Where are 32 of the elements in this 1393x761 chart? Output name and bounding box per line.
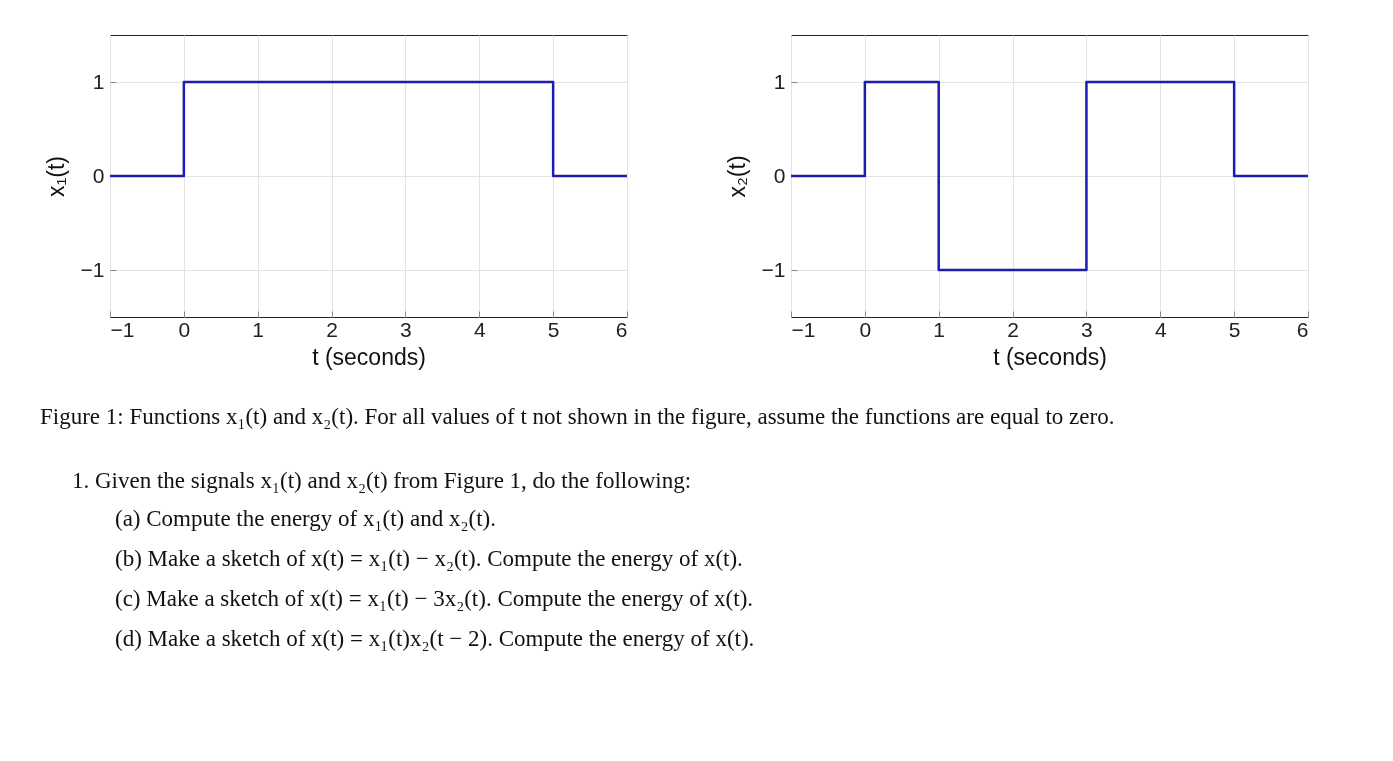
y-tick-label: −1 — [761, 257, 786, 281]
y-axis-title: x₁(t) — [42, 156, 69, 197]
y-tick-label: 0 — [92, 163, 105, 187]
x-tick-label: −1 — [110, 317, 135, 341]
text: (a) Compute the energy of x₁(t) and x₂(t). — [115, 506, 497, 532]
x-tick-label: 4 — [1154, 317, 1167, 341]
x-tick-label: 0 — [859, 317, 872, 341]
x-tick-label: −1 — [791, 317, 816, 341]
x-tick-label: 2 — [1007, 317, 1019, 341]
y-tick-label: 1 — [92, 69, 105, 93]
text: (b) Make a sketch of x(t) = x₁(t) − x₂(t). Compute the energy of x(t). — [115, 546, 744, 572]
y-axis-title: x₂(t) — [723, 155, 750, 198]
x-tick-label: 6 — [615, 317, 628, 341]
y-tick-label: 1 — [773, 69, 786, 93]
text: (d) Make a sketch of x(t) = x₁(t)x₂(t − 2). Compute the energy of x(t). — [115, 626, 756, 652]
x-tick-label: 6 — [1296, 317, 1309, 341]
x-tick-label: 5 — [1228, 317, 1241, 341]
text: 1. Given the signals x₁(t) and x₂(t) from Figure 1, do the following: — [72, 468, 693, 494]
x-axis-title: t (seconds) — [312, 343, 426, 370]
x-tick-label: 1 — [933, 317, 946, 341]
x-tick-label: 0 — [178, 317, 191, 341]
x-tick-label: 5 — [547, 317, 560, 341]
x-tick-label: 2 — [326, 317, 338, 341]
caption: Figure 1: Functions x₁(t) and x₂(t). For all values of t not shown in the figure, assume the functions are equal to zero. — [40, 403, 1116, 431]
text: (c) Make a sketch of x(t) = x₁(t) − 3x₂(t). Compute the energy of x(t). — [115, 586, 755, 612]
x-tick-label: 4 — [473, 317, 486, 341]
x-axis-title: t (seconds) — [993, 343, 1107, 370]
y-tick-label: −1 — [80, 257, 105, 281]
x-tick-label: 3 — [1081, 317, 1093, 341]
y-tick-label: 0 — [773, 163, 786, 187]
x-tick-label: 1 — [252, 317, 265, 341]
x-tick-label: 3 — [400, 317, 412, 341]
